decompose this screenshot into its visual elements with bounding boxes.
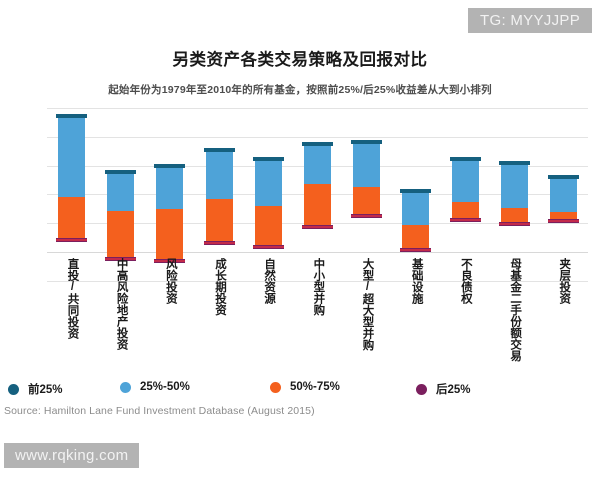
legend-color-swatch — [120, 381, 131, 393]
bar — [498, 161, 530, 227]
bar-segment-third-quartile — [500, 207, 528, 225]
x-axis-label: 直投/共同投资 — [66, 258, 79, 339]
bar-segment-second-quartile — [156, 166, 184, 210]
legend-color-swatch — [416, 383, 427, 395]
bar-segment-third-quartile — [353, 186, 381, 217]
gridline — [47, 136, 588, 138]
bar-cap-top-quartile — [203, 147, 235, 152]
x-axis-label: 母基金二手份额交易 — [509, 258, 522, 362]
bar-segment-second-quartile — [205, 150, 233, 199]
x-axis-label: 中小型并购 — [312, 258, 325, 316]
legend-color-swatch — [270, 381, 281, 393]
bar — [302, 142, 333, 230]
bar — [154, 163, 186, 263]
legend-label: 25%-50% — [140, 381, 190, 393]
x-axis-label: 风险投资 — [164, 258, 177, 304]
bar-segment-second-quartile — [549, 177, 577, 212]
x-axis-label: 基础设施 — [410, 258, 423, 304]
legend-item: 25%-50% — [120, 381, 190, 393]
bar — [400, 188, 432, 252]
bar-segment-second-quartile — [254, 159, 282, 206]
bar-cap-top-quartile — [400, 188, 432, 193]
bar-cap-bottom-quartile — [498, 222, 530, 227]
legend-label: 后25% — [436, 384, 471, 396]
bar-cap-bottom-quartile — [154, 258, 186, 263]
x-axis-label: 自然资源 — [263, 258, 276, 304]
bar — [351, 140, 383, 219]
bar-cap-top-quartile — [449, 157, 481, 162]
bar-segment-second-quartile — [402, 191, 430, 225]
bar-cap-bottom-quartile — [449, 217, 481, 222]
x-axis-label: 夹层投资 — [558, 258, 571, 304]
bar-cap-bottom-quartile — [56, 237, 88, 242]
bar-segment-second-quartile — [451, 160, 479, 203]
bar-cap-top-quartile — [154, 163, 186, 168]
bar-cap-top-quartile — [252, 156, 284, 161]
bar-segment-second-quartile — [304, 145, 331, 185]
bar-cap-bottom-quartile — [252, 245, 284, 250]
legend-item: 前25% — [8, 381, 63, 397]
gridline — [47, 252, 588, 253]
gridline — [47, 108, 588, 109]
bar — [449, 157, 481, 222]
gridline — [47, 280, 588, 282]
x-axis-label: 大型/超大型并购 — [361, 258, 374, 351]
bar-segment-second-quartile — [353, 143, 381, 187]
chart-legend: 前25% 25%-50% 50%-75% 后25% — [8, 381, 568, 399]
bar-segment-third-quartile — [402, 224, 430, 250]
bar-segment-third-quartile — [205, 198, 233, 244]
watermark-telegram: TG: MYYJJPP — [468, 8, 592, 33]
bar-cap-top-quartile — [105, 169, 137, 174]
bar — [203, 147, 235, 246]
bar-segment-third-quartile — [254, 205, 282, 248]
bar — [105, 169, 137, 262]
bar-cap-bottom-quartile — [203, 241, 235, 246]
bar-cap-bottom-quartile — [302, 225, 333, 230]
bar — [56, 113, 88, 242]
legend-label: 50%-75% — [290, 381, 340, 393]
bar-cap-bottom-quartile — [351, 214, 383, 219]
watermark-website: www.rqking.com — [4, 443, 140, 468]
bar-cap-bottom-quartile — [547, 219, 579, 224]
bar-cap-top-quartile — [302, 142, 333, 147]
bar-cap-bottom-quartile — [105, 257, 137, 262]
bar-cap-top-quartile — [547, 174, 579, 179]
source-note: Source: Hamilton Lane Fund Investment Da… — [4, 405, 315, 417]
legend-label: 前25% — [28, 384, 63, 396]
chart-title: 另类资产各类交易策略及回报对比 — [172, 51, 428, 69]
bar-cap-top-quartile — [351, 140, 383, 145]
x-axis-label: 不良债权 — [459, 258, 472, 304]
bar-segment-third-quartile — [451, 202, 479, 220]
bar-segment-third-quartile — [304, 184, 331, 228]
bar-series — [47, 108, 588, 263]
x-axis-label: 中高风险地产投资 — [115, 258, 128, 350]
bar-segment-second-quartile — [58, 116, 86, 197]
bar-cap-top-quartile — [56, 113, 88, 118]
legend-item: 50%-75% — [270, 381, 340, 393]
legend-color-swatch — [8, 383, 19, 395]
bar-segment-third-quartile — [107, 210, 135, 260]
bar-segment-third-quartile — [156, 209, 184, 261]
bar-segment-third-quartile — [549, 211, 577, 222]
bar-cap-top-quartile — [498, 161, 530, 166]
bar — [547, 174, 579, 224]
chart-subtitle: 起始年份为1979年至2010年的所有基金，按照前25%/后25%收益差从大到小… — [108, 84, 492, 96]
legend-item: 后25% — [416, 381, 471, 397]
x-axis-label: 成长期投资 — [213, 258, 226, 316]
bar-cap-bottom-quartile — [400, 247, 432, 252]
plot-area: 25%20%15%10%5%0%-5% — [47, 108, 588, 282]
bar-segment-second-quartile — [107, 172, 135, 211]
bar — [252, 156, 284, 250]
bar-segment-second-quartile — [500, 164, 528, 208]
bar-segment-third-quartile — [58, 196, 86, 240]
